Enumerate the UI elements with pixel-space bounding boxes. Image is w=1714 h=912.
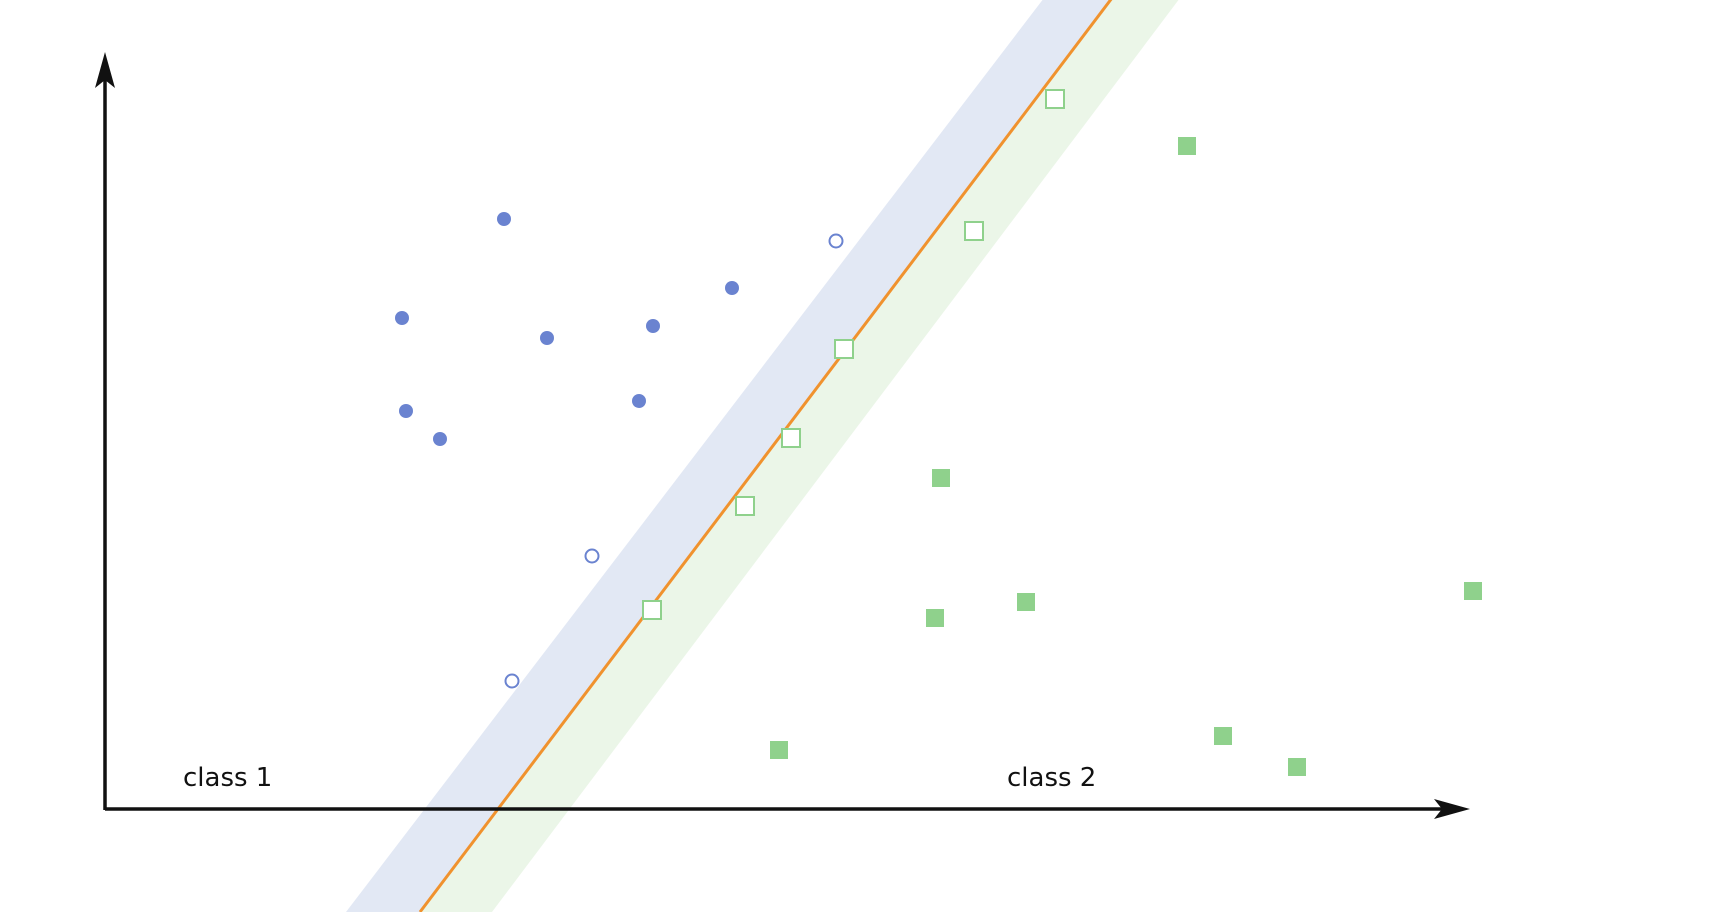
class-2-point: [1178, 137, 1196, 155]
class-1-point: [399, 404, 413, 418]
class-1-point: [632, 394, 646, 408]
class-1-point: [646, 319, 660, 333]
class-2-point: [770, 741, 788, 759]
class-1-point: [497, 212, 511, 226]
class-1-point: [395, 311, 409, 325]
class-2-point: [1288, 758, 1306, 776]
margin-band-class-2: [420, 0, 1179, 912]
margin-band-class-1: [346, 0, 1111, 912]
class-1-point: [540, 331, 554, 345]
class-2-support-vector: [781, 428, 801, 448]
class-1-support-vector: [504, 673, 520, 689]
class-2-support-vector: [1045, 89, 1065, 109]
class-1-points: [395, 212, 844, 689]
class-1-point: [725, 281, 739, 295]
class-2-point: [932, 469, 950, 487]
class-1-support-vector: [828, 233, 844, 249]
class-2-support-vector: [735, 496, 755, 516]
x-axis-arrowhead: [1434, 799, 1470, 819]
decision-boundary-line: [418, 0, 1113, 912]
class-2-point: [1214, 727, 1232, 745]
class-1-point: [433, 432, 447, 446]
class-2-points: [642, 89, 1482, 776]
class-2-support-vector: [964, 221, 984, 241]
class-2-point: [1017, 593, 1035, 611]
y-axis-arrowhead: [95, 52, 115, 88]
class-2-support-vector: [834, 339, 854, 359]
class-1-support-vector: [584, 548, 600, 564]
class-2-point: [926, 609, 944, 627]
class-2-point: [1464, 582, 1482, 600]
class-1-label: class 1: [183, 763, 273, 793]
class-2-support-vector: [642, 600, 662, 620]
class-2-label: class 2: [1007, 763, 1097, 793]
